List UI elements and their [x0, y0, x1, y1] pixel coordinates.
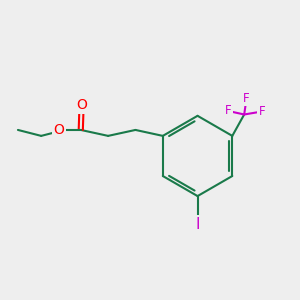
Text: O: O [76, 98, 87, 112]
Text: O: O [54, 123, 64, 136]
Text: F: F [243, 92, 250, 105]
Text: F: F [259, 105, 265, 118]
Text: F: F [224, 104, 231, 117]
Text: I: I [195, 218, 200, 232]
